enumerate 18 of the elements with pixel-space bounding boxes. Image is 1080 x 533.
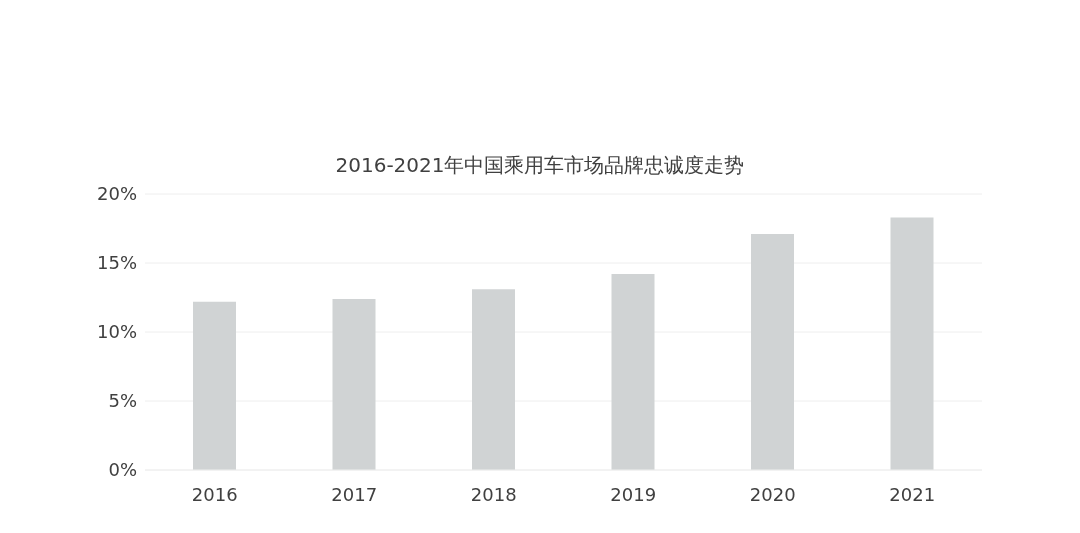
bar — [472, 289, 515, 470]
x-tick-label: 2016 — [191, 483, 238, 505]
x-tick-label: 2021 — [889, 483, 936, 505]
y-tick-label: 10% — [96, 321, 137, 343]
y-tick-label: 5% — [108, 390, 137, 412]
y-tick-label: 0% — [108, 459, 137, 481]
bar — [332, 298, 376, 470]
x-tick-label: 2018 — [470, 483, 517, 505]
y-tick-label: 15% — [96, 252, 137, 274]
bar — [193, 301, 236, 470]
bar — [751, 234, 794, 470]
x-tick-label: 2017 — [331, 483, 378, 505]
x-tick-label: 2019 — [610, 483, 657, 505]
bar — [611, 274, 655, 470]
y-tick-label: 20% — [96, 183, 137, 205]
bar — [890, 217, 934, 470]
chart-title: 2016-2021年中国乘用车市场品牌忠诚度走势 — [334, 152, 746, 179]
x-tick-label: 2020 — [749, 483, 796, 505]
